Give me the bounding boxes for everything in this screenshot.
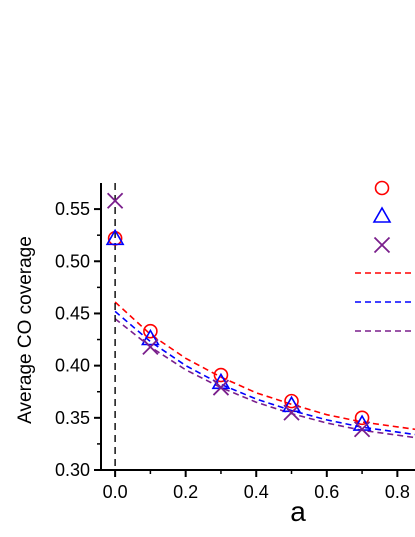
data-point-s1 bbox=[213, 367, 229, 383]
data-points bbox=[105, 192, 372, 438]
fit-curve-3 bbox=[114, 318, 415, 439]
y-tick-label: 0.55 bbox=[55, 199, 90, 219]
x-tick-label: 0.6 bbox=[314, 482, 339, 502]
x-axis-label: a bbox=[290, 496, 306, 527]
y-tick-label: 0.35 bbox=[55, 408, 90, 428]
y-tick-label: 0.45 bbox=[55, 303, 90, 323]
fit-curve-1 bbox=[114, 301, 415, 431]
legend-symbol-1 bbox=[374, 180, 390, 196]
data-point-s3 bbox=[106, 192, 124, 209]
x-tick-label: 0.8 bbox=[385, 482, 410, 502]
data-point-s3 bbox=[142, 338, 159, 355]
legend-symbol-2 bbox=[372, 206, 392, 223]
data-point-s1 bbox=[354, 410, 370, 426]
data-point-s2 bbox=[105, 228, 125, 246]
x-tick-label: 0.0 bbox=[103, 482, 128, 502]
data-point-s3 bbox=[283, 404, 300, 421]
legend bbox=[355, 180, 415, 332]
fit-curves bbox=[114, 301, 415, 439]
y-ticks: 0.30 0.35 0.40 0.45 0.50 0.55 bbox=[55, 199, 101, 480]
data-point-s2 bbox=[141, 328, 160, 346]
data-point-s1 bbox=[143, 323, 158, 339]
legend-symbol-3 bbox=[373, 236, 391, 254]
x-tick-label: 0.4 bbox=[244, 482, 269, 502]
y-axis-label: Average CO coverage bbox=[15, 236, 36, 424]
data-point-s1 bbox=[284, 393, 299, 409]
y-tick-label: 0.40 bbox=[55, 356, 90, 376]
fit-curve-2 bbox=[114, 310, 415, 436]
data-point-s2 bbox=[282, 395, 301, 413]
y-tick-label: 0.50 bbox=[55, 251, 90, 271]
data-point-s3 bbox=[353, 421, 371, 438]
x-tick-label: 0.2 bbox=[173, 482, 198, 502]
x-ticks: 0.0 0.2 0.4 0.6 0.8 bbox=[103, 470, 410, 502]
data-point-s3 bbox=[212, 379, 230, 396]
y-tick-label: 0.30 bbox=[55, 460, 90, 480]
